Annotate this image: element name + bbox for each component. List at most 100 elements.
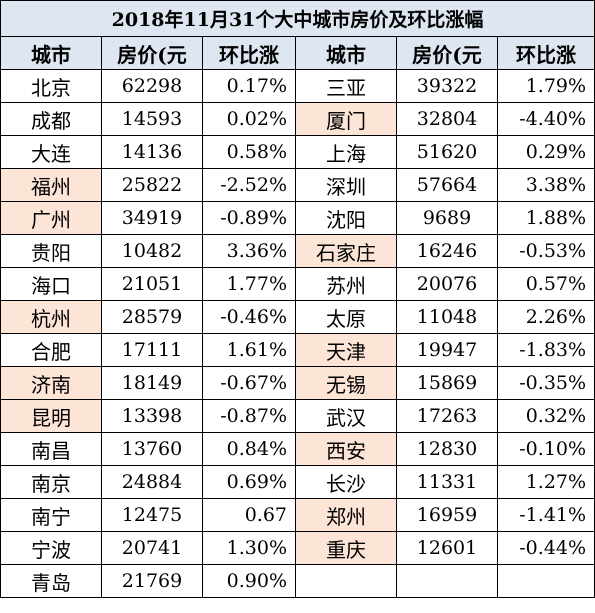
change-cell: 1.27% bbox=[496, 465, 595, 499]
price-cell: 51620 bbox=[396, 135, 498, 169]
change-cell: -0.10% bbox=[496, 432, 595, 466]
city-cell: 天津 bbox=[295, 333, 397, 367]
change-cell: 0.57% bbox=[496, 267, 595, 301]
table-row: 合肥 17111 1.61% 天津 19947 -1.83% bbox=[0, 333, 595, 367]
table-row: 福州 25822 -2.52% 深圳 57664 3.38% bbox=[0, 168, 595, 202]
price-cell: 20076 bbox=[396, 267, 498, 301]
table-row: 北京 62298 0.17% 三亚 39322 1.79% bbox=[0, 69, 595, 103]
price-cell: 12601 bbox=[396, 531, 498, 565]
price-cell: 16959 bbox=[396, 498, 498, 532]
city-cell: 青岛 bbox=[0, 564, 102, 598]
city-cell: 深圳 bbox=[295, 168, 397, 202]
empty-cell bbox=[295, 564, 397, 598]
change-cell: 1.61% bbox=[202, 333, 296, 367]
header-change-left: 环比涨 bbox=[202, 36, 296, 70]
change-cell: 0.02% bbox=[202, 102, 296, 136]
city-cell: 广州 bbox=[0, 201, 102, 235]
table-row: 昆明 13398 -0.87% 武汉 17263 0.32% bbox=[0, 399, 595, 433]
change-cell: -1.83% bbox=[496, 333, 595, 367]
city-cell: 南京 bbox=[0, 465, 102, 499]
change-cell: -0.87% bbox=[202, 399, 296, 433]
empty-cell bbox=[496, 564, 595, 598]
change-cell: 0.67 bbox=[202, 498, 296, 532]
city-cell: 南昌 bbox=[0, 432, 102, 466]
price-cell: 18149 bbox=[101, 366, 203, 400]
price-cell: 57664 bbox=[396, 168, 498, 202]
header-price-right: 房价(元 bbox=[396, 36, 498, 70]
price-cell: 34919 bbox=[101, 201, 203, 235]
change-cell: 2.26% bbox=[496, 300, 595, 334]
city-cell: 大连 bbox=[0, 135, 102, 169]
city-cell: 昆明 bbox=[0, 399, 102, 433]
table-row: 南昌 13760 0.84% 西安 12830 -0.10% bbox=[0, 432, 595, 466]
change-cell: 0.69% bbox=[202, 465, 296, 499]
price-cell: 9689 bbox=[396, 201, 498, 235]
housing-price-table: 2018年11月31个大中城市房价及环比涨幅 城市 房价(元 环比涨 城市 房价… bbox=[0, 0, 595, 598]
change-cell: -0.53% bbox=[496, 234, 595, 268]
price-cell: 11331 bbox=[396, 465, 498, 499]
change-cell: 0.90% bbox=[202, 564, 296, 598]
price-cell: 19947 bbox=[396, 333, 498, 367]
price-cell: 24884 bbox=[101, 465, 203, 499]
city-cell: 无锡 bbox=[295, 366, 397, 400]
price-cell: 15869 bbox=[396, 366, 498, 400]
table-row: 成都 14593 0.02% 厦门 32804 -4.40% bbox=[0, 102, 595, 136]
city-cell: 济南 bbox=[0, 366, 102, 400]
change-cell: -0.46% bbox=[202, 300, 296, 334]
table-row: 广州 34919 -0.89% 沈阳 9689 1.88% bbox=[0, 201, 595, 235]
header-change-right: 环比涨 bbox=[496, 36, 595, 70]
city-cell: 厦门 bbox=[295, 102, 397, 136]
price-cell: 16246 bbox=[396, 234, 498, 268]
city-cell: 武汉 bbox=[295, 399, 397, 433]
price-cell: 13760 bbox=[101, 432, 203, 466]
city-cell: 上海 bbox=[295, 135, 397, 169]
change-cell: 0.84% bbox=[202, 432, 296, 466]
header-price-left: 房价(元 bbox=[101, 36, 203, 70]
price-cell: 17111 bbox=[101, 333, 203, 367]
price-cell: 14593 bbox=[101, 102, 203, 136]
change-cell: -4.40% bbox=[496, 102, 595, 136]
change-cell: -0.67% bbox=[202, 366, 296, 400]
table-row: 济南 18149 -0.67% 无锡 15869 -0.35% bbox=[0, 366, 595, 400]
change-cell: -2.52% bbox=[202, 168, 296, 202]
price-cell: 13398 bbox=[101, 399, 203, 433]
table-row: 宁波 20741 1.30% 重庆 12601 -0.44% bbox=[0, 531, 595, 565]
price-cell: 17263 bbox=[396, 399, 498, 433]
header-city-left: 城市 bbox=[0, 36, 102, 70]
price-cell: 28579 bbox=[101, 300, 203, 334]
change-cell: 0.29% bbox=[496, 135, 595, 169]
city-cell: 郑州 bbox=[295, 498, 397, 532]
change-cell: 0.17% bbox=[202, 69, 296, 103]
city-cell: 北京 bbox=[0, 69, 102, 103]
city-cell: 杭州 bbox=[0, 300, 102, 334]
header-row: 城市 房价(元 环比涨 城市 房价(元 环比涨 bbox=[0, 36, 595, 70]
price-cell: 12475 bbox=[101, 498, 203, 532]
table-row: 贵阳 10482 3.36% 石家庄 16246 -0.53% bbox=[0, 234, 595, 268]
city-cell: 三亚 bbox=[295, 69, 397, 103]
change-cell: 3.36% bbox=[202, 234, 296, 268]
change-cell: -0.44% bbox=[496, 531, 595, 565]
city-cell: 福州 bbox=[0, 168, 102, 202]
table-body: 北京 62298 0.17% 三亚 39322 1.79% 成都 14593 0.02% 厦门 32… bbox=[0, 69, 595, 598]
price-cell: 11048 bbox=[396, 300, 498, 334]
price-cell: 21769 bbox=[101, 564, 203, 598]
change-cell: 1.79% bbox=[496, 69, 595, 103]
city-cell: 石家庄 bbox=[295, 234, 397, 268]
change-cell: 1.88% bbox=[496, 201, 595, 235]
city-cell: 宁波 bbox=[0, 531, 102, 565]
price-cell: 12830 bbox=[396, 432, 498, 466]
price-cell: 14136 bbox=[101, 135, 203, 169]
table-row: 海口 21051 1.77% 苏州 20076 0.57% bbox=[0, 267, 595, 301]
city-cell: 重庆 bbox=[295, 531, 397, 565]
price-cell: 21051 bbox=[101, 267, 203, 301]
price-cell: 20741 bbox=[101, 531, 203, 565]
table-title: 2018年11月31个大中城市房价及环比涨幅 bbox=[0, 0, 595, 37]
table-row: 大连 14136 0.58% 上海 51620 0.29% bbox=[0, 135, 595, 169]
change-cell: 0.58% bbox=[202, 135, 296, 169]
city-cell: 海口 bbox=[0, 267, 102, 301]
city-cell: 成都 bbox=[0, 102, 102, 136]
city-cell: 苏州 bbox=[295, 267, 397, 301]
city-cell: 南宁 bbox=[0, 498, 102, 532]
city-cell: 长沙 bbox=[295, 465, 397, 499]
